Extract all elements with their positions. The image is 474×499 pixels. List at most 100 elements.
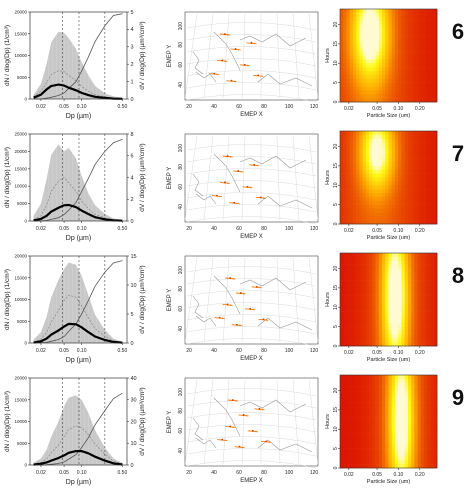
heatmap-cell <box>375 299 380 304</box>
trajectory-point <box>263 197 265 199</box>
heatmap-cell <box>433 86 438 91</box>
heatmap-cell <box>420 394 425 399</box>
heatmap-cell <box>378 284 383 289</box>
heatmap-cell <box>404 338 409 343</box>
heatmap-cell <box>343 154 347 159</box>
heatmap-cell <box>352 134 357 140</box>
heatmap-cell <box>349 440 354 446</box>
heatmap-cell <box>424 291 428 296</box>
heatmap-cell <box>411 280 415 285</box>
heatmap-cell <box>424 173 428 178</box>
heatmap-cell <box>349 98 354 103</box>
heatmap-cell <box>352 208 357 213</box>
x-tick-label: 0.50 <box>118 226 128 232</box>
heatmap-cell <box>388 28 393 33</box>
heatmap-cell <box>375 338 380 343</box>
y-tick-label-right: 2 <box>131 197 134 203</box>
heatmap-cell <box>346 86 350 91</box>
heatmap-cell <box>349 94 354 99</box>
coastline <box>239 399 307 413</box>
heatmap-cell <box>414 82 418 87</box>
heatmap-cell <box>424 94 428 99</box>
heatmap-cell <box>385 299 389 304</box>
heatmap-cell <box>417 212 422 217</box>
heatmap-cell <box>369 334 373 339</box>
heatmap-cell <box>427 36 431 41</box>
heatmap-cell <box>427 276 431 281</box>
row-label: 8 <box>452 263 464 288</box>
heatmap-cell <box>427 326 431 331</box>
heatmap-cell <box>394 256 399 262</box>
heatmap-cell <box>404 67 409 72</box>
heatmap-cell <box>404 204 409 209</box>
heatmap-cell <box>349 181 354 186</box>
heatmap-cell <box>407 413 412 418</box>
heatmap-cell <box>356 12 360 18</box>
heatmap-cell <box>340 9 344 14</box>
heatmap-cell <box>398 131 402 136</box>
heatmap-cell <box>391 165 396 171</box>
trajectory-point <box>226 303 229 306</box>
heatmap-cell <box>378 162 383 167</box>
heatmap-cell <box>414 59 418 64</box>
map-y-axis-label: EMEP Y <box>167 167 173 189</box>
heatmap-cell <box>375 173 380 178</box>
heatmap-cell <box>398 425 402 430</box>
heatmap-cell <box>372 74 376 80</box>
heatmap-cell <box>401 47 405 52</box>
heatmap-cell <box>424 433 428 438</box>
heatmap-cell <box>391 452 396 457</box>
heatmap-cell <box>407 40 412 45</box>
heatmap-cell <box>427 406 431 411</box>
heatmap-cell <box>411 425 415 430</box>
heatmap-cell <box>404 386 409 391</box>
heatmap-cell <box>433 78 438 83</box>
heatmap-cell <box>340 448 344 453</box>
heatmap-cell <box>375 425 380 430</box>
heatmap-cell <box>359 326 363 331</box>
heatmap-cell <box>401 456 405 461</box>
heatmap-cell <box>424 82 428 87</box>
heatmap-cell <box>430 315 435 320</box>
heatmap-cell <box>398 98 402 103</box>
heatmap-cell <box>382 299 386 304</box>
heatmap-cell <box>391 216 396 221</box>
heatmap-cell <box>375 452 380 457</box>
heatmap-cell <box>346 193 350 198</box>
heatmap-cell <box>369 74 373 80</box>
heatmap-cell <box>407 334 412 339</box>
heatmap-cell <box>417 94 422 99</box>
heatmap-cell <box>420 43 425 49</box>
map-meridian <box>276 379 281 465</box>
heatmap-cell <box>398 185 402 190</box>
heatmap-cell <box>346 177 350 182</box>
heatmap-cell <box>420 378 425 384</box>
heatmap-cell <box>417 169 422 174</box>
heatmap-cell <box>391 142 396 147</box>
heatmap-cell <box>424 90 428 95</box>
heatmap-cell <box>424 51 428 56</box>
heatmap-cell <box>359 59 363 64</box>
heatmap-cell <box>420 375 425 380</box>
heatmap-cell <box>359 150 363 155</box>
heatmap-cell <box>430 185 435 190</box>
map-meridian <box>276 13 281 99</box>
heatmap-cell <box>375 402 380 407</box>
map-x-tick-label: 20 <box>186 470 192 476</box>
heatmap-cell <box>385 177 389 182</box>
heatmap-cell <box>385 173 389 178</box>
heatmap-cell <box>388 78 393 83</box>
heatmap-cell <box>427 444 431 449</box>
heatmap-cell <box>349 291 354 296</box>
y-tick-label-left: 10000 <box>14 419 27 424</box>
heatmap-cell <box>356 342 360 347</box>
heatmap-cell <box>407 142 412 147</box>
heatmap-cell <box>424 268 428 273</box>
heatmap-cell <box>385 287 389 293</box>
heatmap-cell <box>420 406 425 411</box>
heatmap-cell <box>424 256 428 262</box>
heatmap-cell <box>349 299 354 304</box>
heatmap-cell <box>385 315 389 320</box>
heatmap-cell <box>430 394 435 399</box>
trajectory-point <box>262 318 265 321</box>
